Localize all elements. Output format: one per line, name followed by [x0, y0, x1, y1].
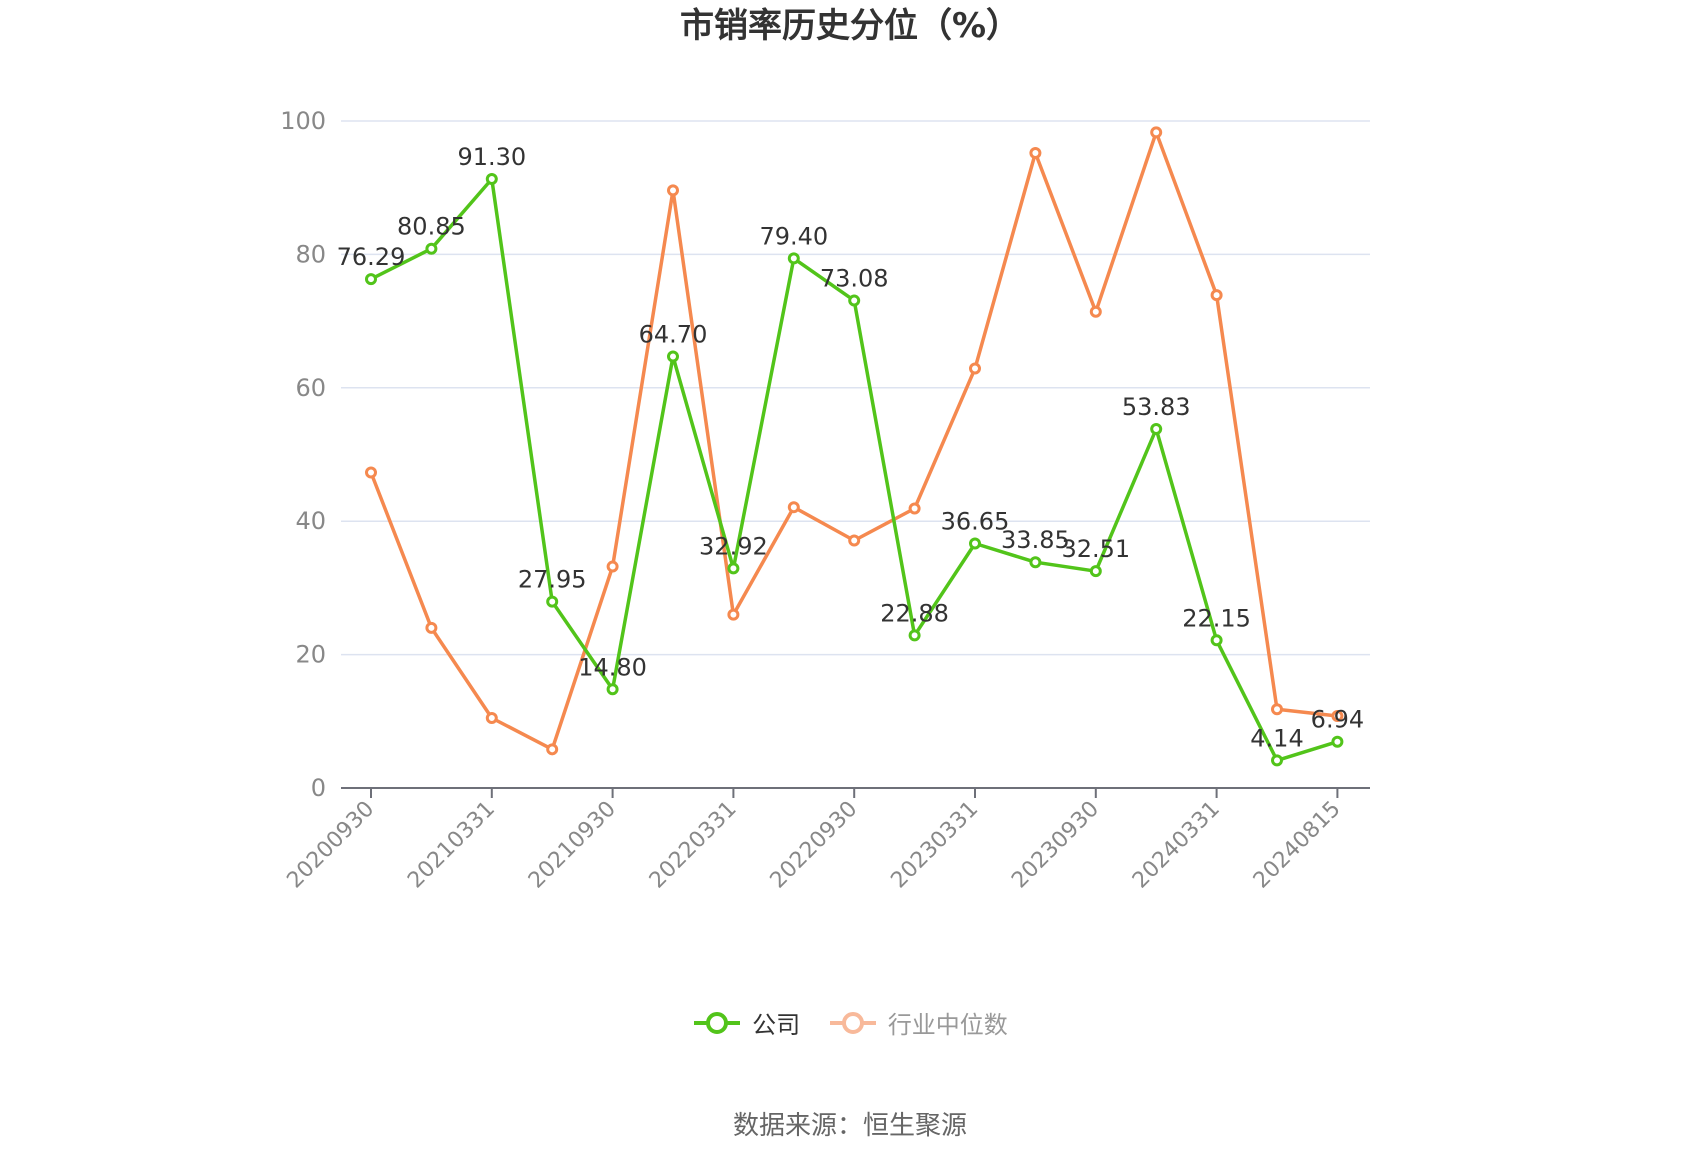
data-point [787, 501, 800, 514]
series-points [365, 126, 1344, 767]
data-point [425, 242, 438, 255]
data-point [969, 362, 981, 375]
data-label: 79.40 [759, 222, 828, 250]
data-point [969, 537, 981, 550]
x-tick-label: 20210930 [524, 797, 621, 894]
data-label: 53.83 [1122, 393, 1191, 421]
data-label: 73.08 [820, 265, 889, 293]
data-point [365, 273, 377, 286]
data-point [667, 350, 679, 363]
data-label: 22.88 [880, 599, 949, 627]
data-source: 数据来源：恒生聚源 [732, 1111, 967, 1141]
series-line [369, 130, 1338, 752]
data-point [1331, 735, 1344, 748]
y-tick-label: 100 [280, 107, 326, 135]
x-tick-label: 20220331 [645, 797, 742, 894]
y-tick-label: 20 [295, 641, 326, 669]
data-point [848, 534, 861, 547]
data-point [606, 560, 619, 573]
data-point [908, 629, 921, 642]
data-point [1029, 556, 1042, 569]
data-label: 80.85 [397, 213, 466, 241]
data-point [425, 621, 438, 634]
data-label: 32.51 [1061, 535, 1130, 563]
x-tick-label: 20240331 [1128, 797, 1225, 894]
data-point [546, 595, 559, 608]
data-label: 76.29 [337, 243, 406, 271]
data-point [1271, 703, 1283, 716]
y-tick-label: 40 [295, 507, 326, 535]
data-point [908, 502, 921, 515]
y-tick-label: 0 [311, 774, 326, 802]
series-lines [369, 130, 1338, 763]
data-point [546, 743, 559, 756]
data-point [1210, 289, 1223, 302]
legend-label-company: 公司 [752, 1011, 801, 1039]
data-point [787, 252, 800, 265]
data-point [1210, 634, 1223, 647]
data-point [1029, 147, 1042, 160]
data-label: 32.92 [699, 532, 768, 560]
x-tick-label: 20230331 [886, 797, 983, 894]
data-point [1150, 126, 1163, 139]
data-point [1089, 305, 1102, 318]
data-label: 27.95 [518, 566, 587, 594]
grid-lines [341, 120, 1370, 656]
data-label: 64.70 [639, 320, 708, 348]
data-point [1150, 422, 1163, 435]
data-label: 91.30 [457, 143, 526, 171]
x-tick-label: 20240815 [1249, 797, 1346, 894]
data-label: 4.14 [1250, 724, 1303, 752]
data-label: 33.85 [1001, 526, 1070, 554]
data-point [1331, 709, 1344, 722]
legend-industry-marker-icon [829, 1011, 876, 1034]
data-point [485, 711, 498, 724]
data-point [485, 173, 498, 186]
legend-item-industry-median[interactable]: 行业中位数 [828, 1005, 1008, 1040]
legend-label-industry-median: 行业中位数 [887, 1011, 1008, 1039]
x-tick-label: 20220930 [766, 797, 863, 894]
data-point [1089, 565, 1102, 578]
data-point [848, 294, 861, 307]
data-label: 6.94 [1311, 706, 1364, 734]
y-tick-label: 60 [295, 374, 326, 402]
legend: 公司 行业中位数 [0, 1005, 1700, 1042]
legend-company-marker-icon [694, 1011, 741, 1034]
y-axis-ticks: 0 20 40 60 80 100 [280, 107, 326, 802]
x-tick-label: 20210331 [403, 797, 500, 894]
data-point [727, 608, 740, 621]
chart-title: 市销率历史分位（%） [679, 6, 1021, 46]
data-label: 36.65 [941, 508, 1010, 536]
y-tick-label: 80 [295, 240, 326, 268]
data-point [606, 683, 619, 696]
x-tick-label: 20200930 [282, 797, 379, 894]
data-point [727, 562, 740, 575]
data-point [1271, 754, 1283, 767]
legend-item-company[interactable]: 公司 [692, 1005, 800, 1040]
data-label: 22.15 [1182, 604, 1251, 632]
data-label: 14.80 [578, 653, 647, 681]
x-axis: 20200930 20210331 20210930 20220331 20220930… [282, 787, 1370, 894]
data-point [667, 184, 679, 197]
x-tick-label: 20230930 [1007, 797, 1104, 894]
data-point [365, 466, 377, 479]
